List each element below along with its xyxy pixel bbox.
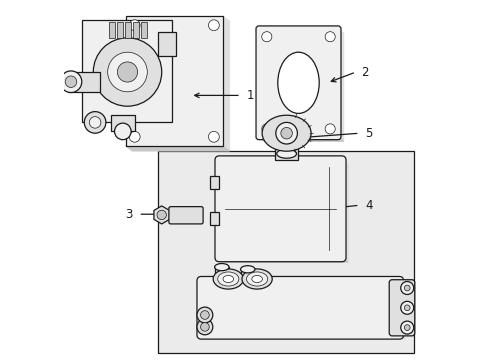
FancyBboxPatch shape — [168, 207, 203, 224]
Ellipse shape — [277, 52, 319, 113]
Ellipse shape — [276, 149, 296, 158]
Circle shape — [129, 20, 140, 31]
Circle shape — [197, 319, 212, 335]
Ellipse shape — [251, 275, 262, 283]
Polygon shape — [337, 29, 343, 141]
Circle shape — [114, 123, 131, 140]
Ellipse shape — [246, 272, 267, 286]
Circle shape — [280, 127, 292, 139]
Bar — [158, 32, 176, 56]
Circle shape — [404, 285, 409, 291]
Bar — [82, 20, 172, 122]
Circle shape — [208, 131, 219, 142]
Polygon shape — [399, 281, 404, 339]
Circle shape — [107, 52, 147, 92]
Polygon shape — [258, 137, 343, 141]
Circle shape — [93, 38, 162, 106]
FancyBboxPatch shape — [197, 276, 403, 339]
Bar — [215, 267, 228, 281]
Polygon shape — [219, 257, 347, 262]
Text: 6: 6 — [215, 292, 223, 305]
Circle shape — [404, 325, 409, 330]
Text: 2: 2 — [361, 66, 368, 78]
Text: 5: 5 — [365, 127, 372, 140]
Text: 1: 1 — [246, 89, 253, 102]
Polygon shape — [154, 206, 169, 224]
Ellipse shape — [214, 264, 228, 271]
Bar — [141, 22, 146, 38]
Ellipse shape — [217, 272, 239, 286]
Circle shape — [84, 112, 106, 133]
Circle shape — [129, 131, 140, 142]
Ellipse shape — [240, 266, 254, 273]
Bar — [125, 22, 131, 38]
Circle shape — [400, 321, 413, 334]
Circle shape — [200, 323, 209, 331]
FancyBboxPatch shape — [388, 280, 414, 336]
Circle shape — [404, 305, 409, 311]
Circle shape — [261, 32, 271, 42]
Bar — [158, 151, 413, 353]
Polygon shape — [223, 16, 229, 151]
Text: 3: 3 — [125, 208, 133, 221]
Circle shape — [89, 117, 101, 128]
Bar — [125, 16, 223, 146]
Ellipse shape — [242, 269, 272, 289]
Ellipse shape — [223, 275, 233, 283]
Bar — [133, 22, 139, 38]
Bar — [210, 176, 219, 189]
Polygon shape — [341, 160, 347, 262]
Circle shape — [261, 124, 271, 134]
Bar — [241, 269, 254, 281]
Circle shape — [200, 311, 209, 319]
Circle shape — [157, 210, 166, 220]
Bar — [275, 147, 298, 160]
Bar — [68, 72, 101, 92]
Circle shape — [400, 301, 413, 314]
FancyBboxPatch shape — [256, 26, 340, 140]
Circle shape — [197, 307, 212, 323]
Circle shape — [275, 122, 297, 144]
Circle shape — [117, 62, 137, 82]
Bar — [117, 22, 123, 38]
Ellipse shape — [262, 115, 310, 151]
FancyBboxPatch shape — [215, 156, 346, 262]
Bar — [210, 212, 219, 225]
Text: 4: 4 — [365, 199, 372, 212]
Circle shape — [400, 282, 413, 294]
Circle shape — [325, 32, 335, 42]
Circle shape — [208, 20, 219, 31]
Circle shape — [325, 124, 335, 134]
Bar — [109, 22, 115, 38]
Circle shape — [65, 76, 77, 87]
Polygon shape — [125, 146, 229, 151]
Circle shape — [60, 71, 81, 93]
Ellipse shape — [213, 269, 243, 289]
Bar — [111, 115, 134, 131]
